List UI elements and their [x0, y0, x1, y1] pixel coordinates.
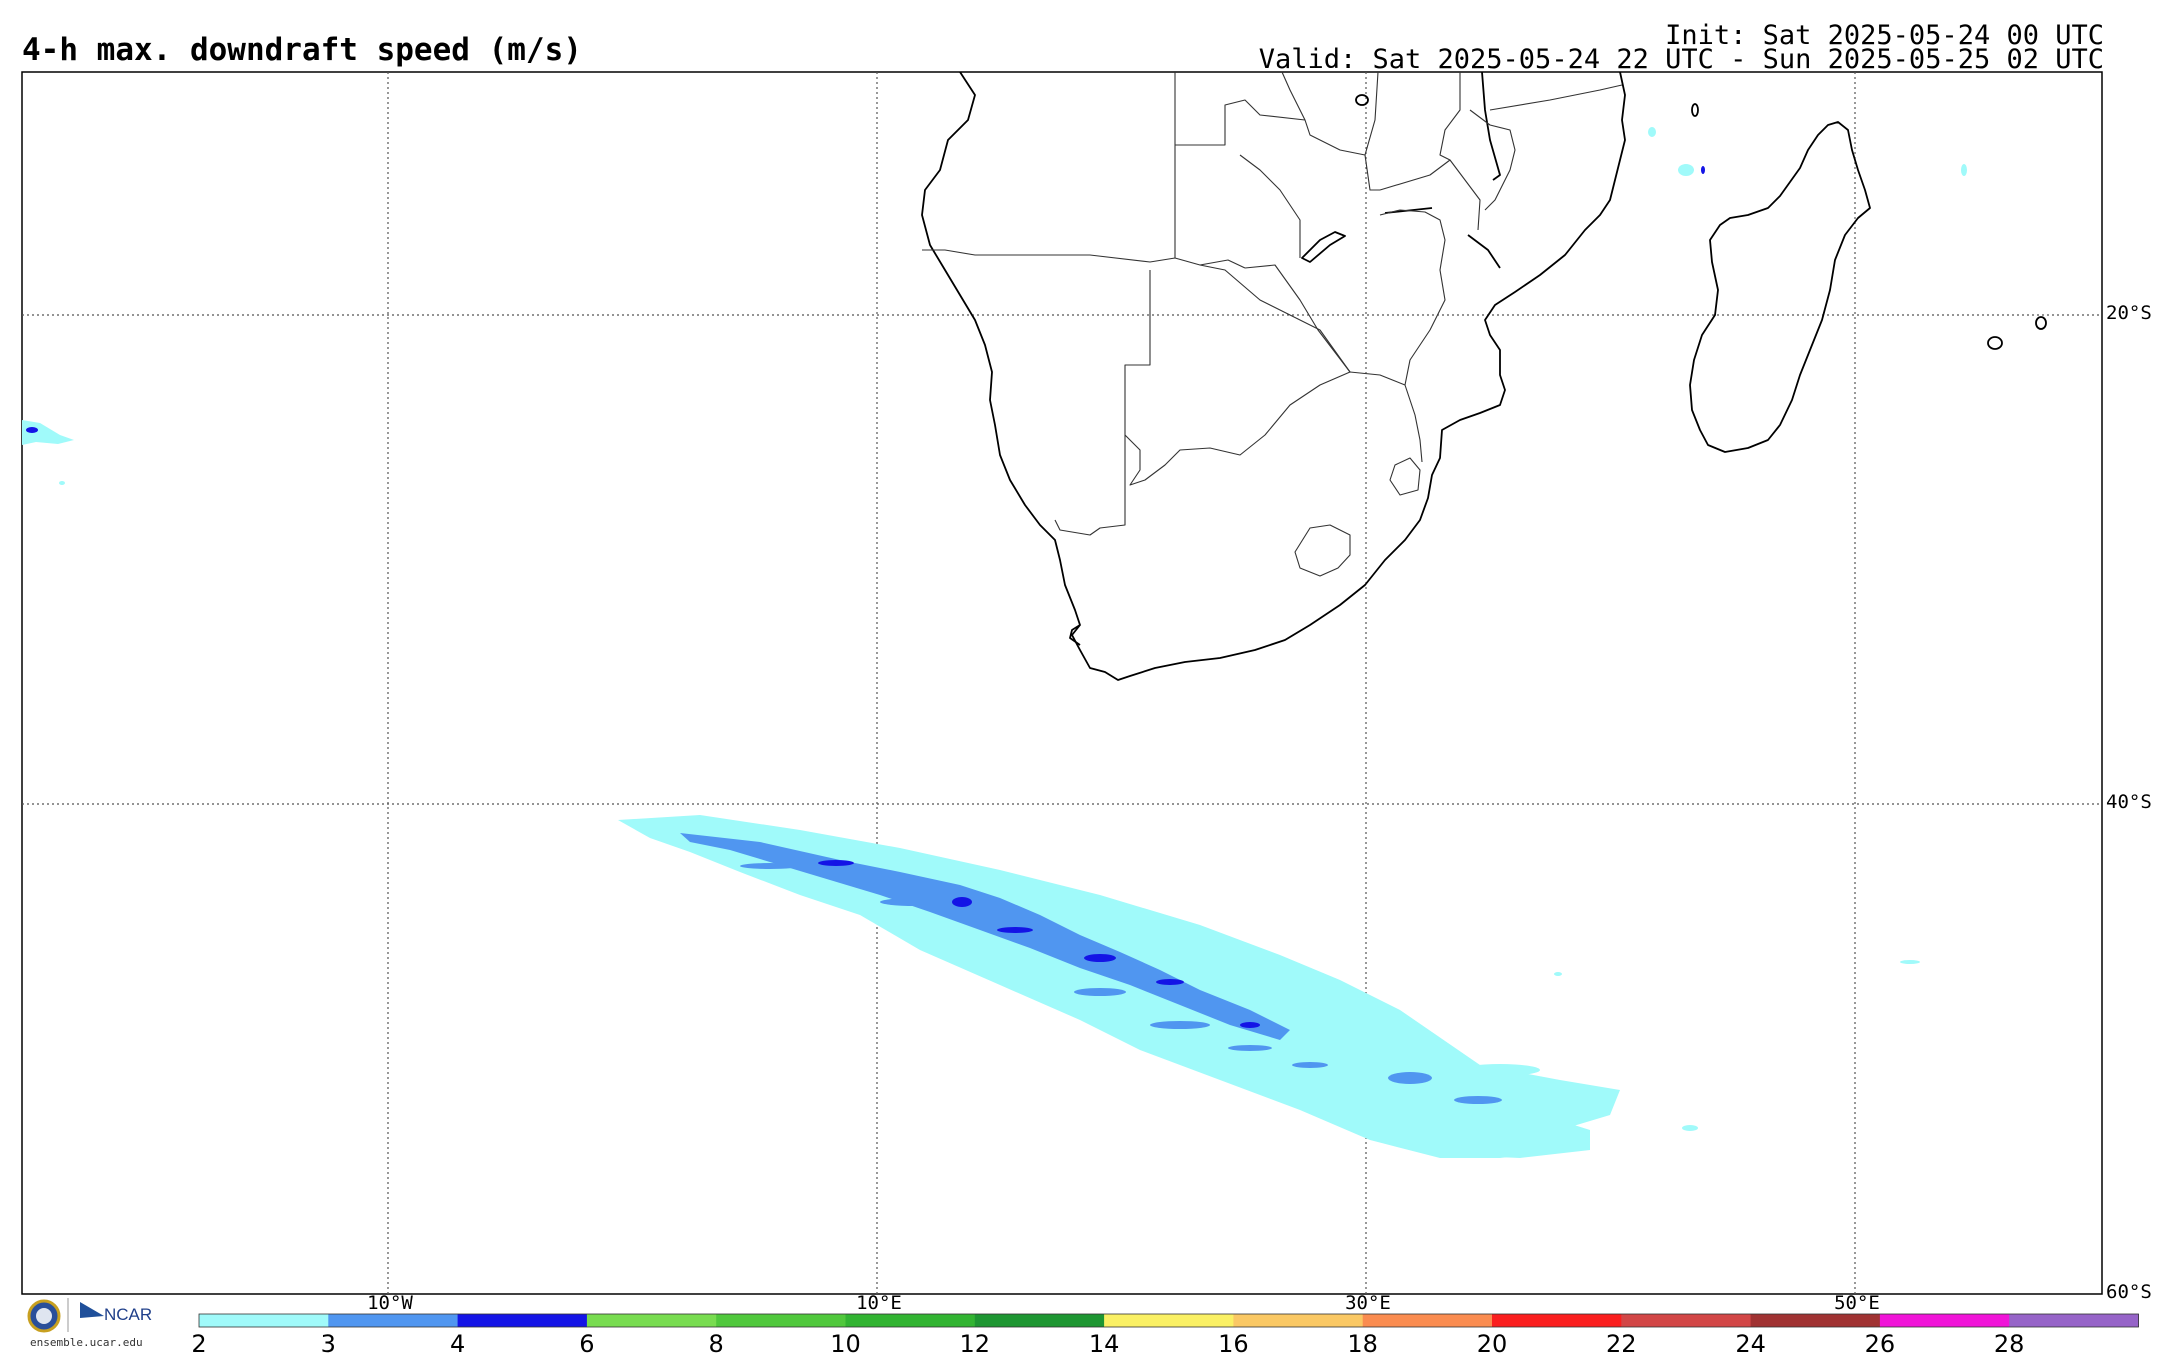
colorbar-swatch — [1621, 1314, 1752, 1327]
colorbar-tick-label: 20 — [1476, 1330, 1508, 1358]
colorbar-swatch — [2009, 1314, 2139, 1327]
lon-label-30e: 30°E — [1345, 1292, 1391, 1314]
lon-label-10e: 10°E — [856, 1292, 902, 1314]
colorbar-tick-label: 14 — [1088, 1330, 1120, 1358]
colorbar-tick-label: 6 — [579, 1330, 595, 1358]
colorbar-swatch — [1362, 1314, 1493, 1327]
valid-time: Valid: Sat 2025-05-24 22 UTC - Sun 2025-… — [1258, 44, 2104, 75]
colorbar-tick-label: 24 — [1735, 1330, 1766, 1358]
colorbar-swatch — [845, 1314, 976, 1327]
colorbar-tick-label: 8 — [708, 1330, 724, 1358]
colorbar-swatch — [1879, 1314, 2010, 1327]
country-borders — [922, 71, 1623, 577]
colorbar-tick-label: 26 — [1864, 1330, 1896, 1358]
lat-label-20s: 20°S — [2106, 302, 2152, 324]
colorbar-swatch — [457, 1314, 588, 1327]
colorbar-swatch — [1750, 1314, 1881, 1327]
colorbar-swatch — [1492, 1314, 1622, 1327]
lon-label-50e: 50°E — [1834, 1292, 1880, 1314]
colorbar-tick-label: 2 — [191, 1330, 207, 1358]
lat-label-60s: 60°S — [2106, 1281, 2152, 1303]
ncar-logo-icon — [80, 1302, 104, 1318]
colorbar-swatch — [716, 1314, 846, 1327]
graticule — [22, 72, 2102, 1294]
colorbar-tick-label: 18 — [1347, 1330, 1378, 1358]
site-url: ensemble.ucar.edu — [30, 1336, 143, 1349]
colorbar-tick-label: 4 — [449, 1330, 466, 1358]
map-title: 4-h max. downdraft speed (m/s) — [22, 32, 582, 68]
colorbar — [198, 1313, 2139, 1328]
logo-badge: NCAR — [27, 1298, 152, 1333]
africa-coastline — [921, 71, 1626, 681]
colorbar-swatch — [328, 1314, 459, 1327]
colorbar-tick-label: 3 — [320, 1330, 336, 1358]
plot-frame — [21, 71, 2103, 1295]
colorbar-swatch — [974, 1314, 1105, 1327]
colorbar-swatch — [199, 1314, 329, 1327]
colorbar-tick-label: 16 — [1218, 1330, 1249, 1358]
colorbar-frame — [198, 1313, 2139, 1328]
ncar-logo-text: NCAR — [104, 1305, 152, 1324]
colorbar-tick-label: 22 — [1606, 1330, 1637, 1358]
downdraft-field — [22, 127, 1967, 1158]
colorbar-swatch — [1104, 1314, 1234, 1327]
colorbar-swatch — [586, 1314, 717, 1327]
colorbar-tick-label: 12 — [959, 1330, 991, 1358]
init-time: Init: Sat 2025-05-24 00 UTC — [1665, 20, 2104, 51]
madagascar-coastline — [1689, 121, 1871, 453]
lat-label-40s: 40°S — [2106, 791, 2152, 813]
colorbar-swatch — [1233, 1314, 1364, 1327]
colorbar-tick-label: 10 — [830, 1330, 861, 1358]
colorbar-tick-label: 28 — [1993, 1330, 2025, 1358]
lon-label-10w: 10°W — [367, 1292, 413, 1314]
